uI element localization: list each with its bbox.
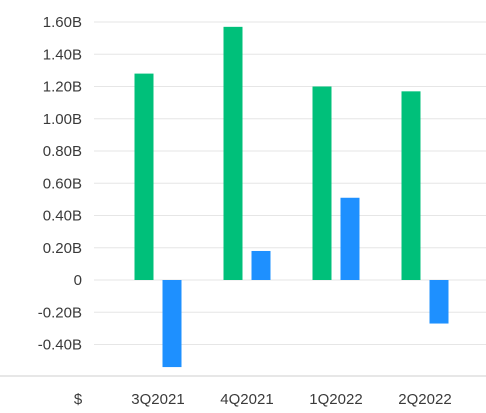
y-tick-label: 1.20B	[43, 79, 82, 96]
y-tick-label: -0.40B	[38, 337, 82, 354]
y-tick-label: 0.20B	[43, 240, 82, 257]
grid-lines	[94, 21, 486, 345]
y-tick-label: -0.20B	[38, 304, 82, 321]
x-tick-label: 2Q2022	[398, 391, 451, 408]
y-tick-label: 1.00B	[43, 111, 82, 128]
y-tick-label: 0	[74, 272, 82, 289]
bar-3Q2021-series-2	[162, 280, 182, 368]
bar-1Q2022-series-2	[340, 197, 360, 280]
y-axis-ticks: 1.60B 1.40B 1.20B 1.00B 0.80B 0.60B 0.40B 0.20B…	[38, 14, 82, 354]
y-tick-label: 1.60B	[43, 14, 82, 31]
y-tick-label: 0.80B	[43, 143, 82, 160]
bar-4Q2021-series-2	[251, 250, 271, 280]
bar-2Q2022-series-2	[429, 280, 449, 324]
bar-3Q2021-series-1	[134, 73, 154, 280]
y-tick-label: 0.40B	[43, 208, 82, 225]
y-tick-label: 1.40B	[43, 46, 82, 63]
bar-4Q2021-series-1	[223, 26, 243, 281]
x-axis-ticks: 3Q2021 4Q2021 1Q2022 2Q2022	[131, 391, 451, 408]
bars	[134, 26, 449, 368]
bar-1Q2022-series-1	[312, 86, 332, 280]
x-tick-label: 3Q2021	[131, 391, 184, 408]
currency-label: $	[74, 391, 83, 408]
bar-2Q2022-series-1	[401, 91, 421, 281]
y-tick-label: 0.60B	[43, 175, 82, 192]
x-tick-label: 1Q2022	[309, 391, 362, 408]
x-tick-label: 4Q2021	[220, 391, 273, 408]
